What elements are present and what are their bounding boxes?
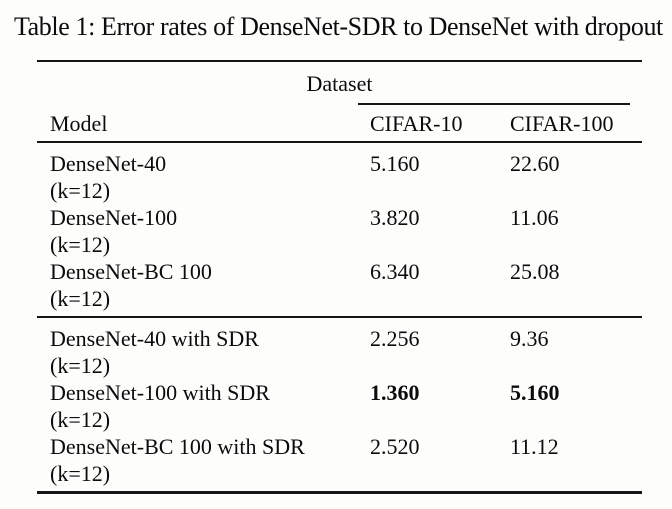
model-name: DenseNet-BC 100	[50, 259, 212, 284]
header-row: Model CIFAR-10 CIFAR-100	[37, 105, 642, 141]
model-name: DenseNet-BC 100 with SDR	[50, 434, 305, 459]
cifar10-value: 6.340	[370, 259, 420, 284]
model-name: DenseNet-40 with SDR	[50, 326, 259, 351]
table-row: DenseNet-BC 100 (k=12) 6.340 25.08	[37, 258, 642, 312]
model-variant: (k=12)	[50, 178, 111, 203]
model-name: DenseNet-40	[50, 151, 167, 176]
model-cell: DenseNet-100 (k=12)	[50, 204, 370, 258]
model-variant: (k=12)	[50, 353, 111, 378]
column-header-model: Model	[50, 111, 108, 136]
model-variant: (k=12)	[50, 286, 111, 311]
cifar100-value: 11.06	[510, 205, 559, 230]
model-cell: DenseNet-100 with SDR (k=12)	[50, 379, 370, 433]
group-divider-rule	[37, 316, 642, 318]
model-cell: DenseNet-BC 100 (k=12)	[50, 258, 370, 312]
table-row: DenseNet-40 (k=12) 5.160 22.60	[37, 150, 642, 204]
cifar10-value: 2.256	[370, 326, 420, 351]
model-variant: (k=12)	[50, 461, 111, 486]
model-name: DenseNet-100	[50, 205, 178, 230]
cifar10-value: 2.520	[370, 434, 420, 459]
bottom-rule	[37, 491, 642, 494]
table-row: DenseNet-BC 100 with SDR (k=12) 2.520 11…	[37, 433, 642, 487]
model-variant: (k=12)	[50, 232, 111, 257]
model-variant: (k=12)	[50, 407, 111, 432]
table-row: DenseNet-40 with SDR (k=12) 2.256 9.36	[37, 325, 642, 379]
model-cell: DenseNet-40 (k=12)	[50, 150, 370, 204]
column-header-cifar100: CIFAR-100	[510, 111, 614, 136]
header-rule	[37, 141, 642, 143]
baseline-models-group: DenseNet-40 (k=12) 5.160 22.60 DenseNet-…	[37, 143, 642, 316]
model-cell: DenseNet-BC 100 with SDR (k=12)	[50, 433, 370, 487]
cifar100-value: 5.160	[510, 380, 560, 405]
cifar100-value: 25.08	[510, 259, 560, 284]
cifar100-value: 22.60	[510, 151, 560, 176]
model-cell: DenseNet-40 with SDR (k=12)	[50, 325, 370, 379]
cifar100-value: 11.12	[510, 434, 559, 459]
column-group-rule	[358, 103, 630, 105]
table-row-best-result: DenseNet-100 with SDR (k=12) 1.360 5.160	[37, 379, 642, 433]
cifar100-value: 9.36	[510, 326, 549, 351]
cifar10-value: 5.160	[370, 151, 420, 176]
column-header-cifar10: CIFAR-10	[370, 111, 463, 136]
cifar10-value: 3.820	[370, 205, 420, 230]
table-caption: Table 1: Error rates of DenseNet-SDR to …	[14, 12, 663, 41]
results-table: Dataset Model CIFAR-10 CIFAR-100 DenseNe…	[37, 60, 642, 494]
model-name: DenseNet-100 with SDR	[50, 380, 270, 405]
sdr-models-group: DenseNet-40 with SDR (k=12) 2.256 9.36 D…	[37, 318, 642, 491]
top-rule	[37, 60, 642, 62]
table-row: DenseNet-100 (k=12) 3.820 11.06	[37, 204, 642, 258]
cifar10-value: 1.360	[370, 380, 420, 405]
dataset-group-header: Dataset	[306, 71, 373, 96]
